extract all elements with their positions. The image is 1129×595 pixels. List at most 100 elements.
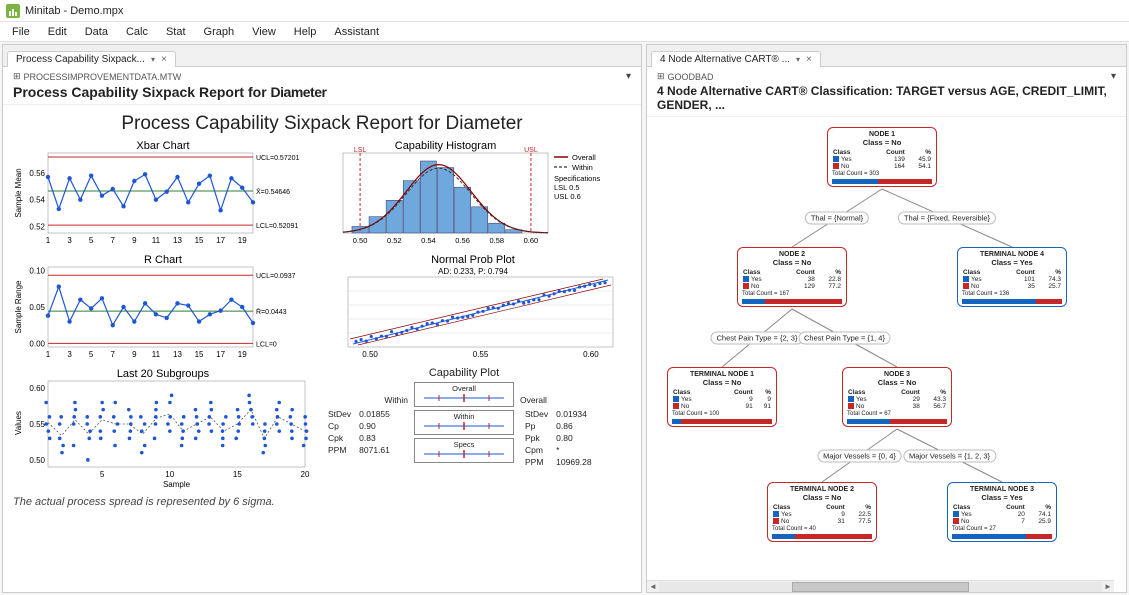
tab-cart-label: 4 Node Alternative CART® ...	[660, 54, 790, 65]
capability-histogram: Capability HistogramLSLUSL0.500.520.540.…	[323, 139, 623, 249]
edge-label-2: Chest Pain Type = {2, 3}	[711, 332, 804, 345]
svg-text:5: 5	[100, 470, 105, 479]
svg-text:LSL 0.5: LSL 0.5	[554, 183, 580, 192]
tree-node-n2[interactable]: NODE 2 Class = No ClassCount% Yes3822.8 …	[737, 247, 847, 307]
edge-label-3: Chest Pain Type = {1, 4}	[798, 332, 891, 345]
tab-sixpack-label: Process Capability Sixpack...	[16, 54, 145, 65]
svg-text:0.56: 0.56	[455, 236, 470, 245]
svg-text:AD: 0.233, P: 0.794: AD: 0.233, P: 0.794	[438, 267, 508, 276]
menu-view[interactable]: View	[244, 24, 284, 40]
svg-text:LSL: LSL	[354, 147, 367, 154]
right-report-header: 4 Node Alternative CART® Classification:…	[657, 84, 1116, 112]
svg-text:11: 11	[152, 236, 161, 245]
svg-text:9: 9	[132, 350, 137, 359]
last-20-subgroups: Last 20 SubgroupsValuesSample0.500.550.6…	[13, 367, 313, 492]
menu-assistant[interactable]: Assistant	[326, 24, 387, 40]
right-pane: 4 Node Alternative CART® ... ▾ × ▾ GOODB…	[646, 44, 1127, 593]
svg-text:R̄=0.0443: R̄=0.0443	[256, 308, 287, 316]
tree-node-n1[interactable]: NODE 1 Class = No ClassCount% Yes13945.9…	[827, 127, 937, 187]
right-datasource-label: GOODBAD	[657, 71, 1111, 82]
tree-node-t2[interactable]: TERMINAL NODE 2 Class = No ClassCount% Y…	[767, 482, 877, 542]
svg-text:USL: USL	[524, 147, 538, 154]
tab-close-icon[interactable]: ×	[161, 54, 167, 65]
svg-text:0.50: 0.50	[362, 350, 378, 359]
svg-text:0.60: 0.60	[583, 350, 599, 359]
left-header: ▾ PROCESSIMPROVEMENTDATA.MTW Process Cap…	[3, 67, 641, 105]
scroll-thumb[interactable]	[792, 582, 969, 592]
svg-text:Within: Within	[572, 163, 593, 172]
menu-data[interactable]: Data	[77, 24, 116, 40]
right-header: ▾ GOODBAD 4 Node Alternative CART® Class…	[647, 67, 1126, 117]
tree-node-t1[interactable]: TERMINAL NODE 1 Class = No ClassCount% Y…	[667, 367, 777, 427]
svg-text:0.52: 0.52	[387, 236, 402, 245]
datasource-label: PROCESSIMPROVEMENTDATA.MTW	[13, 71, 626, 82]
edge-label-1: Thal = {Fixed, Reversible}	[898, 212, 996, 225]
report-header: Process Capability Sixpack Report for Di…	[13, 84, 631, 100]
right-header-dropdown-icon[interactable]: ▾	[1111, 71, 1116, 82]
tab-sixpack[interactable]: Process Capability Sixpack... ▾ ×	[7, 51, 176, 67]
titlebar: Minitab - Demo.mpx	[0, 0, 1129, 22]
scroll-right-icon[interactable]: ►	[1102, 582, 1114, 591]
horizontal-scrollbar[interactable]: ◄ ►	[647, 580, 1114, 592]
cart-tree: NODE 1 Class = No ClassCount% Yes13945.9…	[647, 117, 1126, 592]
svg-text:Specifications: Specifications	[554, 174, 601, 183]
menu-stat[interactable]: Stat	[158, 24, 194, 40]
r-chart: R ChartSample Range0.000.050.10135791113…	[13, 253, 313, 363]
svg-text:Normal Prob Plot: Normal Prob Plot	[431, 254, 515, 266]
svg-text:0.60: 0.60	[29, 384, 45, 393]
svg-text:Overall: Overall	[572, 153, 596, 162]
svg-text:3: 3	[67, 350, 72, 359]
tab-cart-chevron-icon[interactable]: ▾	[796, 55, 800, 64]
tab-cart[interactable]: 4 Node Alternative CART® ... ▾ ×	[651, 51, 821, 67]
svg-text:0.55: 0.55	[29, 420, 45, 429]
menu-calc[interactable]: Calc	[118, 24, 156, 40]
svg-text:Values: Values	[14, 411, 23, 435]
tree-node-n3[interactable]: NODE 3 Class = No ClassCount% Yes2943.3 …	[842, 367, 952, 427]
app-title: Minitab - Demo.mpx	[25, 5, 123, 17]
edge-label-0: Thal = {Normal}	[805, 212, 869, 225]
svg-text:Sample Range: Sample Range	[14, 280, 23, 333]
svg-text:15: 15	[195, 236, 204, 245]
svg-text:0.05: 0.05	[29, 303, 45, 312]
tab-chevron-icon[interactable]: ▾	[151, 55, 155, 64]
svg-text:0.54: 0.54	[421, 236, 436, 245]
svg-text:0.00: 0.00	[29, 339, 45, 348]
svg-text:USL 0.6: USL 0.6	[554, 192, 581, 201]
svg-text:17: 17	[216, 350, 225, 359]
svg-text:11: 11	[152, 350, 161, 359]
menu-file[interactable]: File	[4, 24, 38, 40]
svg-text:R Chart: R Chart	[144, 254, 182, 266]
svg-text:0.55: 0.55	[473, 350, 489, 359]
svg-text:0.60: 0.60	[524, 236, 539, 245]
svg-text:9: 9	[132, 236, 137, 245]
menu-help[interactable]: Help	[286, 24, 325, 40]
tree-node-t4[interactable]: TERMINAL NODE 4 Class = Yes ClassCount% …	[957, 247, 1067, 307]
header-dropdown-icon[interactable]: ▾	[626, 71, 631, 82]
svg-text:UCL=0.57201: UCL=0.57201	[256, 155, 300, 162]
left-pane: Process Capability Sixpack... ▾ × ▾ PROC…	[2, 44, 642, 593]
svg-text:19: 19	[238, 350, 247, 359]
svg-text:10: 10	[165, 470, 174, 479]
svg-text:0.52: 0.52	[29, 222, 45, 231]
report-title: Process Capability Sixpack Report for Di…	[13, 113, 631, 135]
edge-label-4: Major Vessels = {0, 4}	[817, 449, 902, 462]
svg-text:X̄=0.54646: X̄=0.54646	[256, 188, 290, 196]
svg-text:LCL=0: LCL=0	[256, 341, 277, 348]
scroll-left-icon[interactable]: ◄	[647, 582, 659, 591]
svg-text:7: 7	[111, 350, 116, 359]
svg-text:Capability Histogram: Capability Histogram	[395, 140, 496, 152]
scroll-track[interactable]	[659, 582, 1102, 592]
menu-graph[interactable]: Graph	[196, 24, 243, 40]
svg-text:13: 13	[173, 350, 182, 359]
tree-node-t3[interactable]: TERMINAL NODE 3 Class = Yes ClassCount% …	[947, 482, 1057, 542]
svg-text:17: 17	[216, 236, 225, 245]
menu-edit[interactable]: Edit	[40, 24, 75, 40]
svg-text:Sample: Sample	[163, 480, 191, 489]
svg-text:1: 1	[46, 236, 51, 245]
normal-prob-plot: Normal Prob PlotAD: 0.233, P: 0.794 0.50 0…	[323, 253, 623, 363]
svg-text:7: 7	[111, 236, 116, 245]
xbar-chart: Xbar ChartSample Mean0.520.540.561357911…	[13, 139, 313, 249]
tab-cart-close-icon[interactable]: ×	[806, 54, 812, 65]
svg-text:0.54: 0.54	[29, 196, 45, 205]
svg-text:0.10: 0.10	[29, 267, 45, 276]
